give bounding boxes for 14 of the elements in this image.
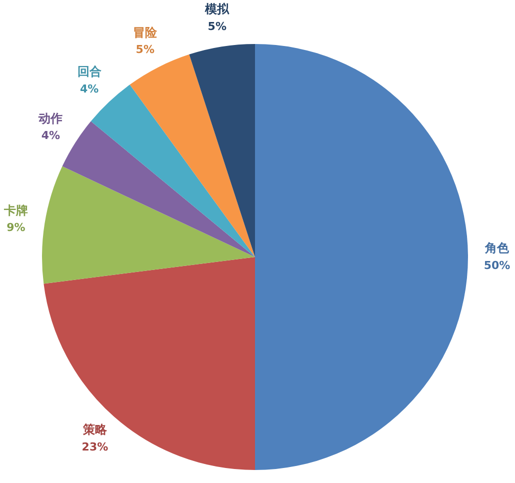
slice-label: 模拟 xyxy=(204,2,230,16)
slice-label: 动作 xyxy=(38,111,63,126)
data-label: 50% xyxy=(484,258,510,272)
data-label: 23% xyxy=(82,440,108,454)
slice-label: 策略 xyxy=(82,422,108,437)
data-label: 9% xyxy=(6,221,26,234)
slice-label: 冒险 xyxy=(133,26,158,40)
data-label: 5% xyxy=(136,43,154,56)
slice-label: 角色 xyxy=(484,241,510,256)
data-label: 4% xyxy=(41,129,60,142)
data-label: 4% xyxy=(80,82,99,96)
slice-label: 回合 xyxy=(77,64,102,79)
slice-label: 卡牌 xyxy=(2,203,28,218)
data-label: 5% xyxy=(208,20,226,33)
